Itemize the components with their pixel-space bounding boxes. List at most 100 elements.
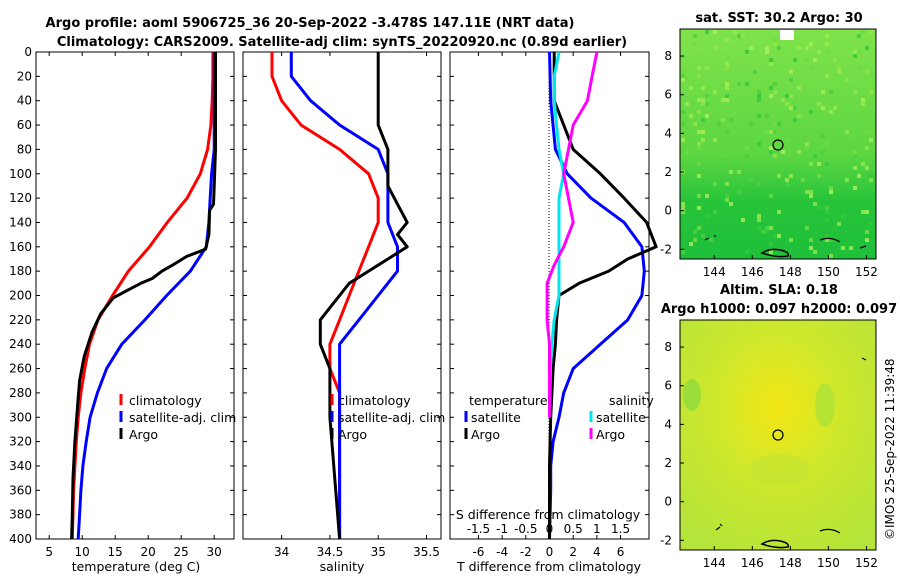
depth-tick-label: 240 — [9, 337, 32, 351]
sst-pixel — [693, 230, 697, 234]
x-tick-label: -4 — [496, 545, 508, 559]
sst-pixel — [773, 38, 777, 42]
sst-pixel — [697, 130, 701, 134]
sst-pixel — [825, 206, 829, 210]
sst-pixel — [861, 162, 865, 166]
salinity-panel — [242, 51, 442, 540]
depth-tick-label: 360 — [9, 483, 32, 497]
sst-pixel — [785, 182, 789, 186]
sst-pixel — [769, 146, 773, 150]
sst-pixel — [865, 166, 869, 170]
argo-marker — [772, 139, 784, 151]
depth-tick-label: 380 — [9, 508, 32, 522]
coastline — [819, 528, 841, 534]
sst-pixel — [705, 30, 709, 34]
s-diff-tick-label: 1.5 — [611, 522, 630, 536]
sst-pixel — [769, 194, 773, 198]
sst-pixel — [869, 90, 873, 94]
sst-pixel — [681, 122, 685, 126]
difference-xlabel: T difference from climatology — [456, 559, 642, 574]
sst-pixel — [789, 106, 793, 110]
coastline — [819, 237, 841, 243]
difference-legend: temperature satellite Argo salinity sate… — [464, 393, 654, 442]
depth-tick-label: 340 — [9, 459, 32, 473]
sst-pixel — [681, 110, 685, 114]
sst-pixel — [793, 106, 797, 110]
sst-pixel — [861, 30, 865, 34]
sst-pixel — [757, 182, 761, 186]
depth-tick-label: 140 — [9, 215, 32, 229]
sst-pixel — [825, 162, 829, 166]
sst-pixel — [825, 234, 829, 238]
sst-pixel — [817, 174, 821, 178]
sst-pixel — [825, 34, 829, 38]
sst-pixel — [757, 218, 761, 222]
sst-pixel — [701, 98, 705, 102]
sst-pixel — [849, 106, 853, 110]
sst-pixel — [829, 238, 833, 242]
legend-climatology: climatology — [129, 393, 202, 408]
sst-pixel — [853, 90, 857, 94]
sst-pixel — [725, 62, 729, 66]
sst-map — [679, 28, 877, 260]
series-t-argo — [548, 52, 658, 539]
sla-low-patch — [683, 379, 701, 411]
sst-pixel — [869, 222, 873, 226]
depth-tick-label: 120 — [9, 191, 32, 205]
s-diff-tick-label: 1 — [593, 522, 601, 536]
map-y-tick-label: 4 — [664, 417, 672, 431]
sst-pixel — [865, 210, 869, 214]
sst-pixel — [733, 170, 737, 174]
sst-pixel — [773, 90, 777, 94]
legend-t-satellite: satellite — [471, 410, 521, 425]
legend-satellite-adj: satellite-adj. clim — [338, 410, 445, 425]
map-y-tick-label: 2 — [664, 456, 672, 470]
sst-pixel — [809, 162, 813, 166]
series-satellite-adj-clim — [289, 52, 399, 539]
sst-pixel — [697, 226, 701, 230]
sst-pixel — [705, 62, 709, 66]
legend-climatology: climatology — [338, 393, 411, 408]
sst-pixel — [697, 194, 701, 198]
sst-pixel — [681, 210, 685, 214]
sst-pixel — [757, 226, 761, 230]
coastline — [760, 539, 790, 549]
sst-pixel — [697, 162, 701, 166]
sst-pixel — [849, 246, 853, 250]
depth-tick-label: 200 — [9, 289, 32, 303]
sla-low-patch — [815, 383, 835, 427]
x-tick-label: 6 — [617, 545, 625, 559]
sst-pixel — [681, 74, 685, 78]
sst-pixel — [825, 238, 829, 242]
sst-pixel — [845, 78, 849, 82]
depth-tick-label: 0 — [24, 45, 32, 59]
sst-pixel — [809, 246, 813, 250]
sst-pixel — [825, 50, 829, 54]
sst-pixel — [681, 202, 685, 206]
sst-pixel — [745, 82, 749, 86]
map-x-tick-label: 146 — [741, 556, 764, 570]
sst-pixel — [769, 130, 773, 134]
sst-pixel — [757, 114, 761, 118]
sst-pixel — [705, 114, 709, 118]
salinity-lines — [270, 52, 409, 540]
salinity-xlabel: salinity — [320, 559, 365, 574]
x-tick-label: 35 — [371, 545, 386, 559]
sst-pixel — [789, 174, 793, 178]
sst-pixel — [825, 142, 829, 146]
x-tick-label: 34.5 — [317, 545, 344, 559]
sst-pixel — [821, 174, 825, 178]
sla-map — [679, 319, 877, 551]
sst-pixel — [857, 174, 861, 178]
sst-pixel — [809, 66, 813, 70]
legend-argo: Argo — [338, 427, 367, 442]
sst-pixel — [697, 74, 701, 78]
sst-pixel — [869, 178, 873, 182]
x-tick-label: 4 — [593, 545, 601, 559]
sst-pixel — [729, 170, 733, 174]
sst-pixel — [713, 182, 717, 186]
sst-pixel — [841, 214, 845, 218]
sst-pixel — [837, 222, 841, 226]
sst-pixel — [737, 190, 741, 194]
legend-s-satellite: satellite — [596, 410, 646, 425]
